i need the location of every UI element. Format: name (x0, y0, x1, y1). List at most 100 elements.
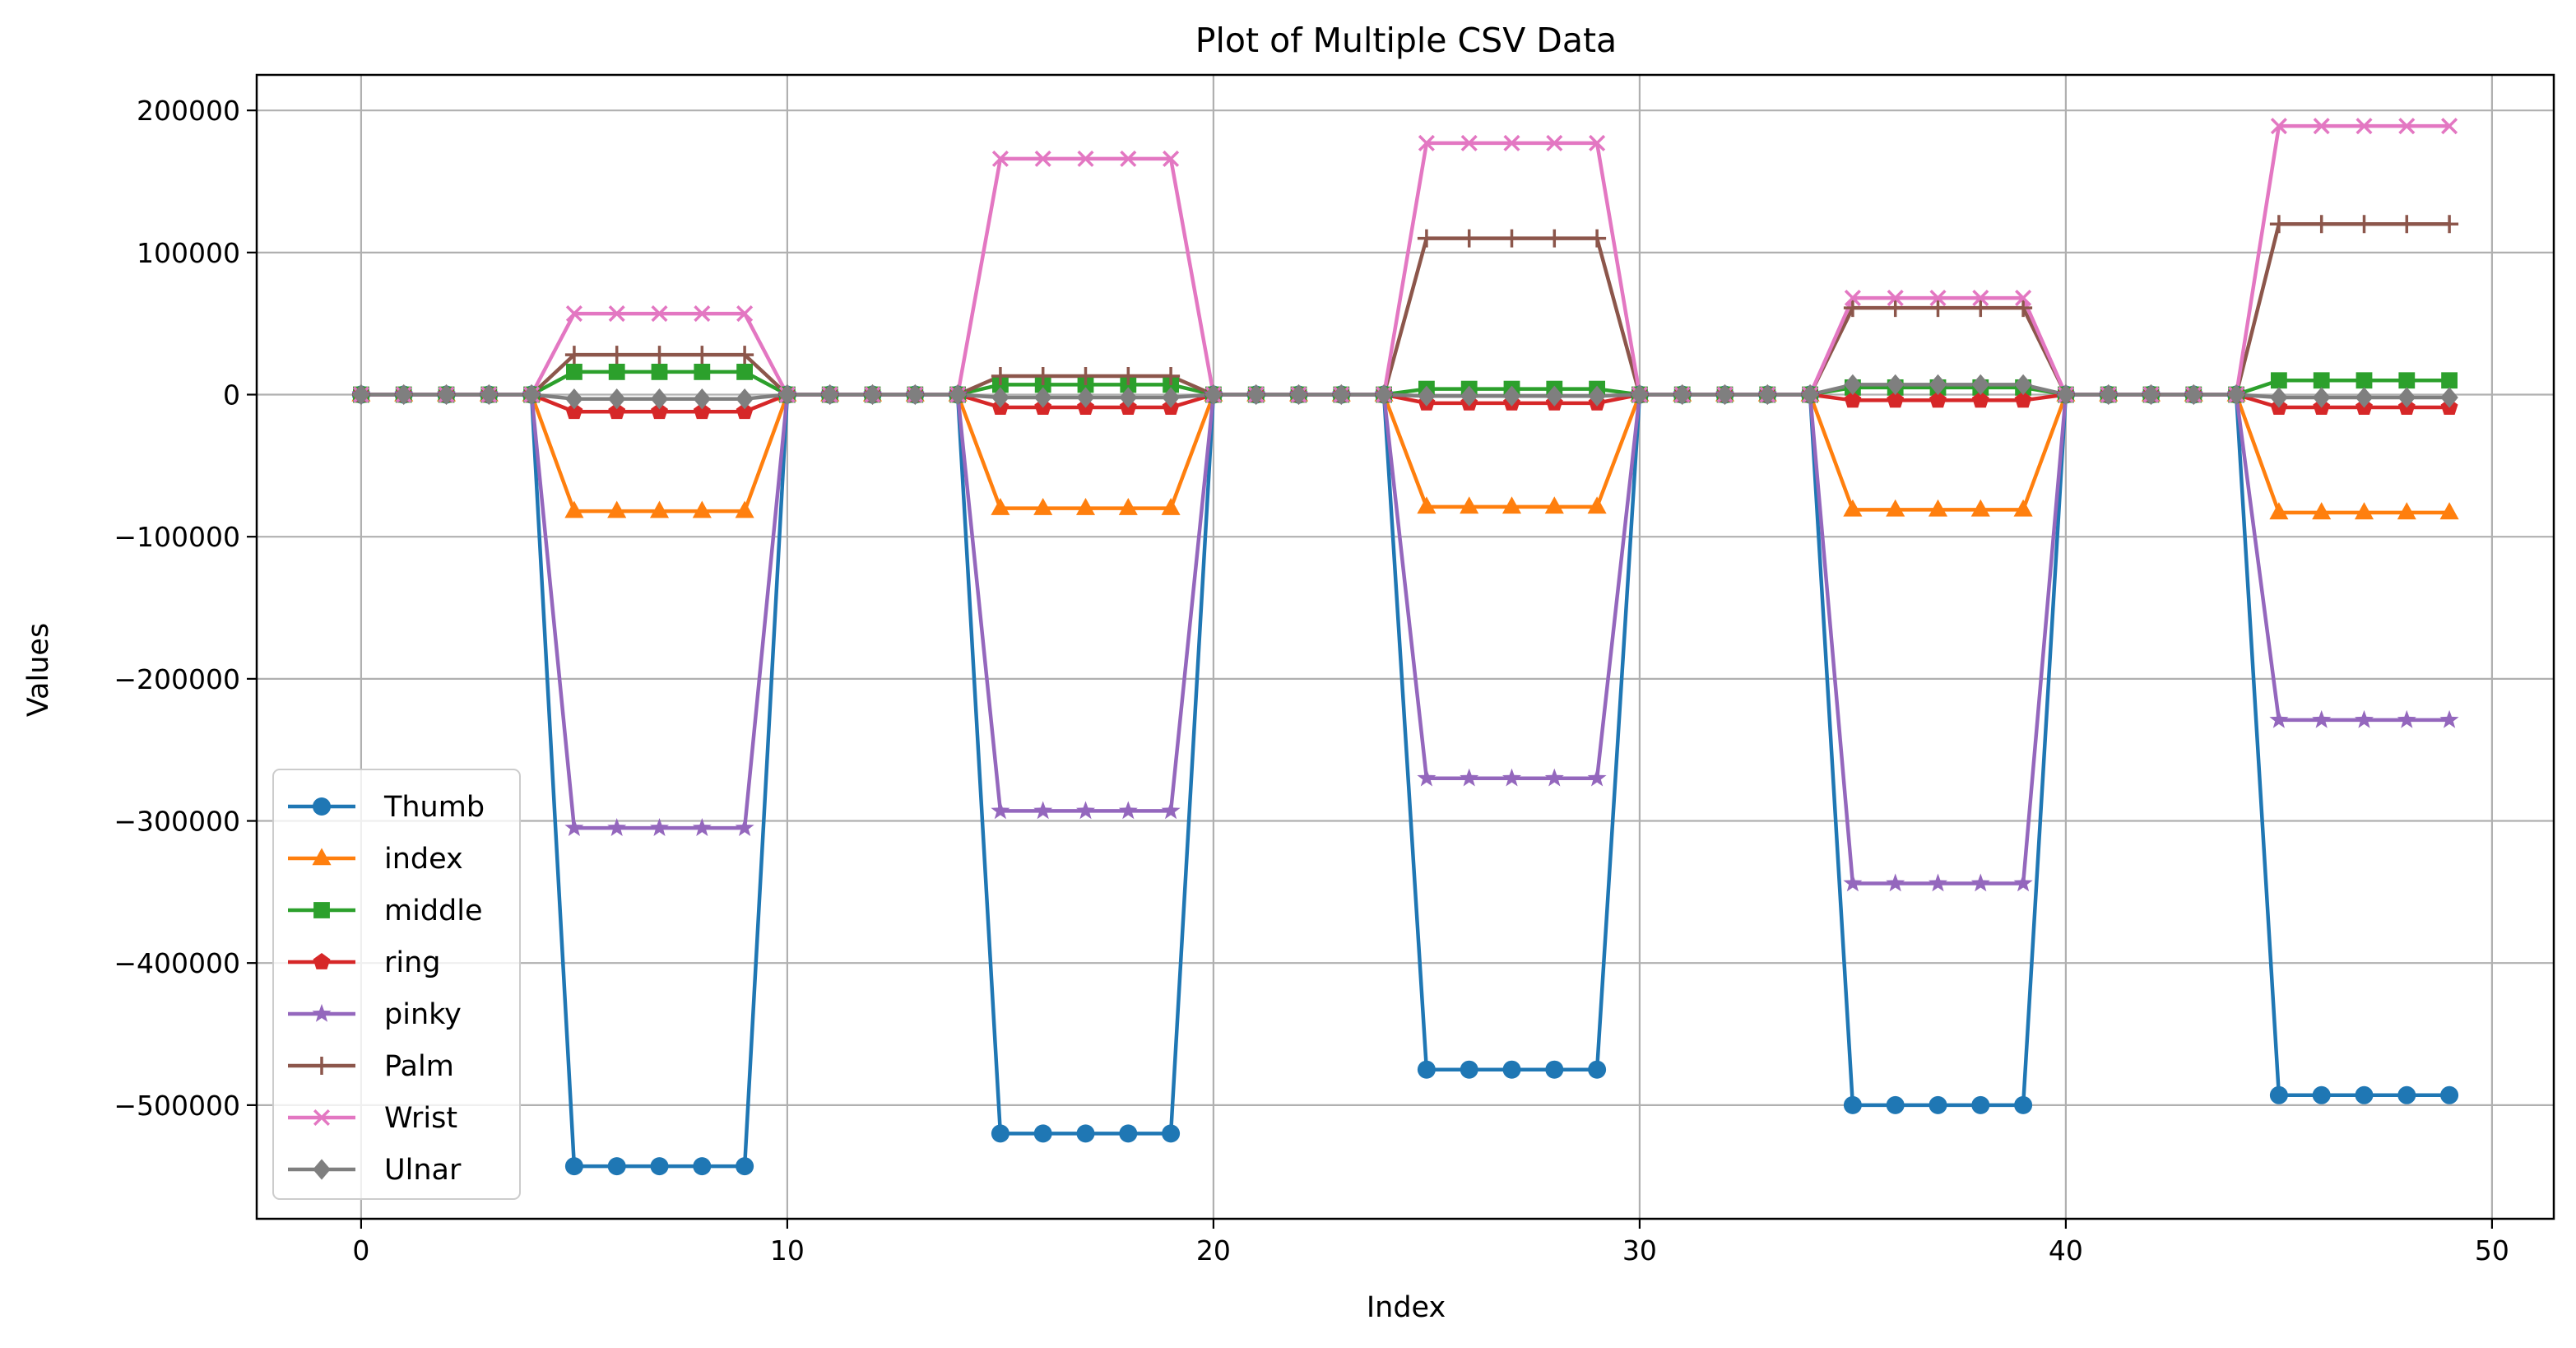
legend-marker-swatch (312, 848, 332, 866)
data-point-index (1843, 499, 1863, 517)
data-point-ulnar (2355, 387, 2374, 408)
data-point-pinky (1417, 768, 1437, 787)
data-point-palm (1545, 229, 1564, 248)
x-tick-label: 40 (2049, 1234, 2083, 1267)
legend-marker-swatch (313, 1109, 331, 1127)
data-point-wrist (991, 150, 1009, 167)
series-markers (351, 118, 2459, 1176)
data-point-ring (2014, 391, 2032, 408)
legend-label: Thumb (383, 791, 485, 824)
data-point-index (735, 500, 754, 518)
data-point-wrist (565, 305, 583, 323)
data-point-ring (1887, 391, 1905, 408)
data-point-palm (2355, 215, 2374, 234)
legend-label: ring (384, 946, 441, 979)
data-point-wrist (608, 305, 625, 323)
data-point-ulnar (1375, 383, 1393, 406)
data-point-ulnar (1588, 385, 1606, 407)
legend-label: index (384, 843, 463, 876)
data-point-thumb (1162, 1124, 1181, 1143)
data-point-middle (651, 363, 668, 380)
data-point-thumb (1971, 1095, 1990, 1114)
data-point-middle (2441, 372, 2458, 389)
data-point-ulnar (991, 387, 1010, 408)
data-point-wrist (2270, 118, 2287, 135)
data-point-palm (2397, 215, 2416, 234)
data-point-pinky (1460, 768, 1479, 787)
legend-marker-swatch (312, 1003, 332, 1022)
data-point-thumb (2397, 1085, 2416, 1104)
legend-entry-ring: ring (288, 946, 441, 979)
data-point-ulnar (2397, 387, 2416, 408)
data-point-index (1161, 497, 1181, 515)
data-point-thumb (2014, 1095, 2033, 1114)
data-point-index (2013, 499, 2033, 517)
data-point-pinky (2013, 873, 2033, 892)
data-point-ring (651, 402, 668, 420)
data-point-thumb (2269, 1085, 2288, 1104)
data-point-palm (2440, 215, 2459, 234)
y-tick-label: 100000 (137, 237, 240, 269)
data-point-palm (1162, 367, 1181, 386)
data-point-ulnar (2440, 387, 2458, 408)
legend-entry-middle: middle (288, 895, 483, 927)
data-point-ulnar (949, 383, 967, 406)
data-point-pinky (1161, 801, 1181, 820)
data-point-ulnar (1631, 383, 1649, 406)
data-point-palm (1119, 367, 1138, 386)
data-point-index (692, 500, 712, 518)
data-point-ulnar (480, 383, 499, 406)
data-point-index (2312, 502, 2332, 520)
data-point-ulnar (1673, 383, 1692, 406)
data-point-index (1587, 496, 1607, 514)
data-point-palm (1929, 299, 1947, 318)
data-point-ulnar (2014, 374, 2032, 396)
data-point-ring (1929, 391, 1947, 408)
y-tick-label: −500000 (114, 1090, 240, 1122)
legend: Thumb index middle ring pinky Palm Wrist Ulnar (272, 769, 521, 1200)
data-point-palm (693, 346, 712, 365)
data-point-ulnar (1460, 385, 1478, 407)
data-point-ulnar (2057, 383, 2075, 406)
data-point-index (649, 500, 670, 518)
y-tick-label: 200000 (137, 95, 240, 127)
data-point-ulnar (1119, 387, 1138, 408)
legend-label: pinky (384, 998, 462, 1031)
data-point-ring (736, 402, 754, 420)
data-point-pinky (692, 818, 712, 836)
data-point-thumb (1843, 1095, 1862, 1114)
data-point-thumb (693, 1157, 712, 1176)
data-point-ulnar (1289, 383, 1308, 406)
data-point-thumb (1545, 1060, 1564, 1079)
data-point-ulnar (2270, 387, 2288, 408)
y-tick-label: −100000 (114, 521, 240, 553)
data-point-middle (2313, 372, 2330, 389)
data-point-index (1886, 499, 1905, 517)
data-point-index (607, 500, 627, 518)
data-point-index (2269, 502, 2289, 520)
data-point-palm (607, 346, 626, 365)
data-point-thumb (2440, 1085, 2459, 1104)
data-point-ulnar (778, 383, 796, 406)
data-point-ulnar (1715, 383, 1734, 406)
data-point-ulnar (522, 383, 541, 406)
data-point-ulnar (1076, 387, 1095, 408)
legend-label: Ulnar (384, 1154, 462, 1187)
data-point-index (1118, 497, 1138, 515)
data-point-wrist (736, 305, 754, 323)
data-point-index (1033, 497, 1053, 515)
data-point-wrist (1077, 150, 1094, 167)
data-point-middle (2270, 372, 2287, 389)
data-point-pinky (1544, 768, 1564, 787)
data-point-wrist (1972, 290, 1989, 307)
data-point-wrist (2398, 118, 2416, 135)
data-point-thumb (1929, 1095, 1947, 1114)
data-point-pinky (1502, 768, 1522, 787)
legend-label: Wrist (384, 1102, 457, 1135)
data-point-pinky (607, 818, 627, 836)
data-point-ulnar (693, 388, 712, 410)
data-point-ulnar (820, 383, 839, 406)
data-point-ring (693, 402, 711, 420)
data-point-middle (736, 363, 754, 380)
